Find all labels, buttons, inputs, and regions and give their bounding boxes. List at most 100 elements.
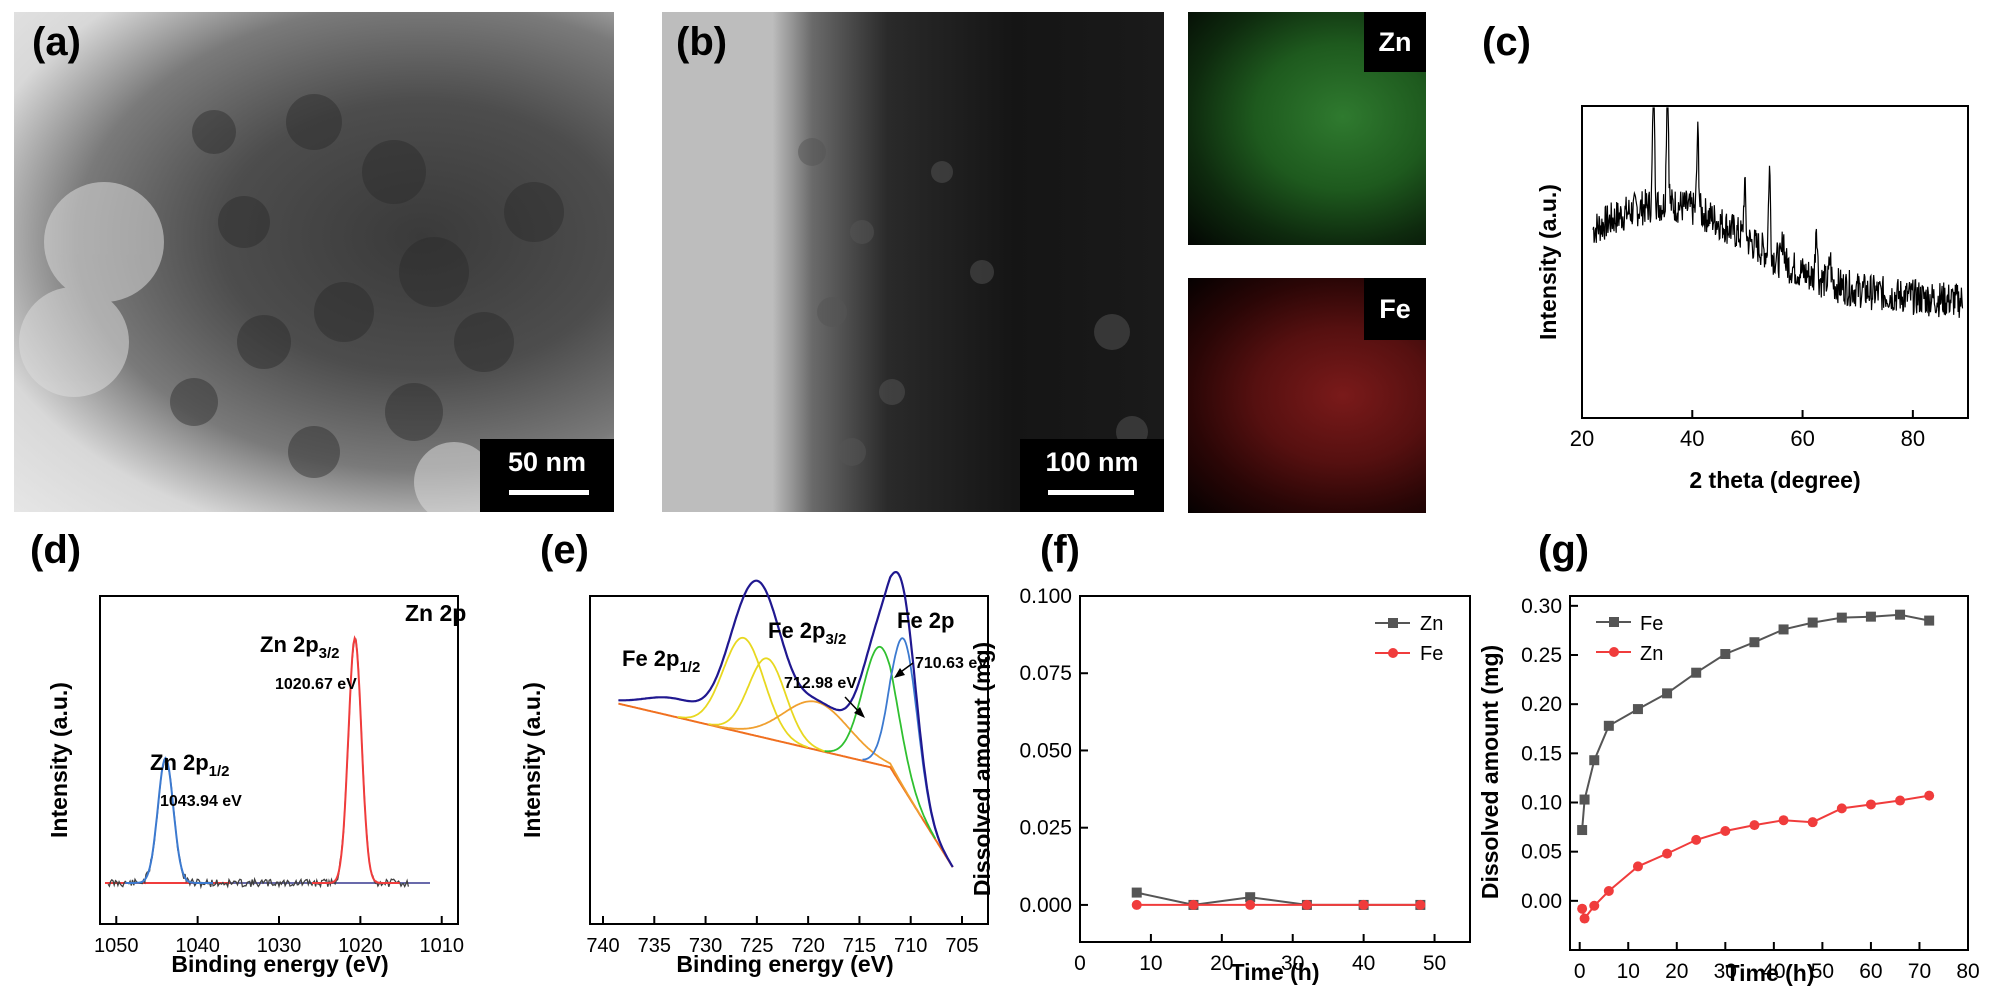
fe2p-xtick-label: 705 [945, 935, 978, 957]
zn2p-title: Zn 2p [405, 600, 466, 626]
g-point-fe [1895, 609, 1906, 620]
xrd-ylabel: Intensity (a.u.) [1535, 184, 1561, 340]
f-ytick-label: 0.025 [1019, 817, 1072, 840]
zn2p32-fit [312, 635, 400, 884]
f-xtick-label: 50 [1423, 952, 1446, 975]
zn2p12-label: Zn 2p1/2 [150, 750, 230, 780]
g-legend-zn: Zn [1640, 643, 1663, 665]
g-point-zn [1603, 886, 1614, 896]
scale-bar-b: 100 nm [1020, 439, 1164, 512]
f-point-fe [1245, 899, 1256, 910]
g-point-fe [1577, 825, 1588, 836]
f-ytick-label: 0.075 [1019, 662, 1072, 685]
dissolution-chart-f: 0 10 20 30 40 50 0.000 0.025 0.050 0.075 0.100 Zn … [969, 585, 1471, 985]
fe2p-ev-2: 710.63 eV [915, 655, 988, 672]
g-ytick-label: 0.05 [1521, 841, 1562, 864]
f-xtick-label: 30 [1281, 952, 1304, 975]
panel-label-c: (c) [1482, 20, 1531, 64]
f-legend-zn: Zn [1420, 613, 1443, 635]
g-point-zn [1632, 861, 1643, 872]
scale-bar-line-b [1048, 490, 1134, 495]
fe2p-xtick-label: 715 [843, 935, 876, 957]
fe2p12-label: Fe 2p1/2 [622, 646, 700, 676]
panel-label-f: (f) [1040, 528, 1080, 572]
f-point-fe [1358, 899, 1369, 910]
f-point-fe [1301, 899, 1312, 910]
f-xtick-label: 0 [1074, 952, 1086, 975]
fe2p-component-3 [711, 700, 922, 817]
g-ytick-label: 0.15 [1521, 742, 1562, 765]
g-point-zn [1749, 820, 1760, 831]
zn2p32-ev: 1020.67 eV [275, 676, 357, 693]
eds-map-fe-label: Fe [1364, 278, 1426, 340]
scale-bar-label-b: 100 nm [1045, 447, 1139, 477]
scale-bar-label-a: 50 nm [507, 447, 587, 477]
g-ytick-label: 0.10 [1521, 792, 1562, 815]
g-point-fe [1662, 688, 1673, 699]
g-xtick-label: 10 [1617, 960, 1640, 983]
g-ytick-label: 0.25 [1521, 644, 1562, 667]
f-ytick-label: 0.050 [1019, 739, 1072, 762]
g-point-zn [1589, 900, 1600, 911]
zn2p32-label: Zn 2p3/2 [260, 632, 340, 662]
g-xtick-label: 0 [1574, 960, 1586, 983]
f-point-zn [1245, 892, 1256, 903]
g-xtick-label: 30 [1714, 960, 1737, 983]
fe2p-ylabel: Intensity (a.u.) [519, 682, 545, 838]
fe2p-arrowhead-1 [854, 707, 865, 718]
g-ytick-label: 0.30 [1521, 595, 1562, 618]
g-point-zn [1895, 795, 1906, 806]
g-xtick-label: 70 [1908, 960, 1931, 983]
f-ytick-label: 0.100 [1019, 585, 1072, 608]
f-legend: Zn Fe [1375, 613, 1443, 665]
fe2p-xtick-label: 730 [689, 935, 722, 957]
xrd-plot-frame [1581, 105, 1969, 419]
f-ylabel: Dissolved amount (mg) [969, 642, 995, 896]
g-point-fe [1836, 612, 1847, 623]
xrd-xtick-label: 20 [1570, 426, 1594, 451]
scale-bar-a: 50 nm [480, 439, 614, 512]
xrd-xtick-label: 60 [1790, 426, 1814, 451]
zn2p12-ev: 1043.94 eV [160, 793, 242, 810]
zn2p-xtick-label: 1040 [175, 935, 220, 957]
g-point-zn [1577, 903, 1588, 914]
particle-texture-a [19, 94, 564, 512]
g-point-zn [1720, 826, 1731, 837]
fe2p-component-2 [708, 657, 826, 753]
g-point-zn [1778, 815, 1789, 826]
fe2p-envelope [618, 571, 954, 868]
g-plot-frame [1569, 595, 1969, 951]
fe2p-plot-frame [589, 595, 989, 925]
fe2p-xtick-label: 720 [791, 935, 824, 957]
g-point-zn [1579, 913, 1590, 924]
fe2p-title: Fe 2p [897, 608, 954, 633]
g-point-zn [1924, 790, 1935, 801]
g-point-fe [1720, 649, 1731, 660]
fe2p32-label: Fe 2p3/2 [768, 618, 846, 648]
tem-image-a: 50 nm [14, 12, 614, 512]
eds-map-zn-label: Zn [1364, 12, 1426, 72]
panel-label-a: (a) [32, 20, 81, 64]
xrd-xlabel: 2 theta (degree) [1689, 467, 1860, 493]
g-point-zn [1691, 834, 1702, 845]
g-xtick-label: 20 [1665, 960, 1688, 983]
zn2p-xtick-label: 1030 [257, 935, 302, 957]
f-point-fe [1188, 899, 1199, 910]
fe2p-arrowhead-2 [894, 668, 905, 678]
particle-texture-b [798, 138, 1148, 466]
eds-map-fe: Fe [1188, 278, 1426, 513]
g-legend-fe: Fe [1640, 613, 1663, 635]
fe2p-xtick-label: 710 [894, 935, 927, 957]
xrd-xtick-label: 80 [1901, 426, 1925, 451]
panel-label-g: (g) [1538, 528, 1590, 572]
xrd-chart: 20 40 60 80 2 theta (degree) Intensity (a.u… [1535, 105, 1969, 493]
f-series-zn-line [1136, 891, 1421, 906]
g-legend: Fe Zn [1596, 613, 1663, 665]
g-xtick-label: 50 [1811, 960, 1834, 983]
f-xtick-label: 40 [1352, 952, 1375, 975]
xrd-xtick-label: 40 [1680, 426, 1704, 451]
zn2p-xlabel: Binding energy (eV) [171, 951, 388, 977]
fe2p-xlabel: Binding energy (eV) [676, 951, 893, 977]
f-plot-frame [1079, 595, 1471, 943]
zn2p-xtick-label: 1010 [419, 935, 464, 957]
